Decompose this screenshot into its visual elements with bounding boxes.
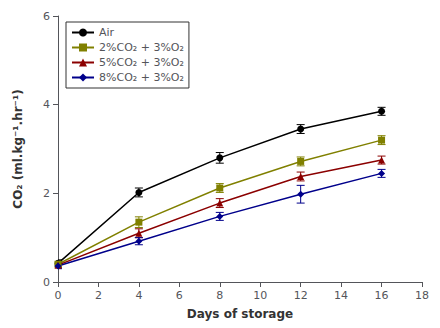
- svg-text:18: 18: [415, 289, 429, 302]
- svg-text:8: 8: [216, 289, 223, 302]
- svg-text:Air: Air: [99, 26, 115, 39]
- svg-text:0: 0: [55, 289, 62, 302]
- svg-text:2: 2: [95, 289, 102, 302]
- svg-text:2%CO₂ + 3%O₂: 2%CO₂ + 3%O₂: [99, 41, 184, 54]
- svg-text:5%CO₂ + 3%O₂: 5%CO₂ + 3%O₂: [99, 56, 184, 69]
- svg-text:4: 4: [135, 289, 142, 302]
- svg-text:2: 2: [43, 187, 50, 200]
- svg-text:4: 4: [43, 98, 50, 111]
- svg-text:12: 12: [294, 289, 308, 302]
- svg-text:0: 0: [43, 276, 50, 289]
- svg-text:6: 6: [176, 289, 183, 302]
- svg-text:14: 14: [334, 289, 348, 302]
- svg-text:Days of storage: Days of storage: [187, 307, 293, 321]
- svg-text:6: 6: [43, 10, 50, 23]
- svg-text:16: 16: [375, 289, 389, 302]
- svg-text:8%CO₂ + 3%O₂: 8%CO₂ + 3%O₂: [99, 71, 184, 84]
- svg-text:CO₂ (ml.kg⁻¹.hr⁻¹): CO₂ (ml.kg⁻¹.hr⁻¹): [11, 89, 25, 208]
- svg-text:10: 10: [253, 289, 267, 302]
